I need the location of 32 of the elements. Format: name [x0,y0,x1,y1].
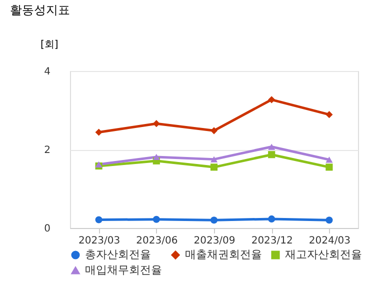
point [152,154,160,160]
point [268,151,276,158]
y-axis-title: [회] [40,40,58,50]
point [152,216,160,223]
point [210,216,218,224]
x-tick-label: 2023/06 [136,236,178,246]
legend-label: 매입채무회전율 [85,264,162,276]
point [326,216,333,224]
point [210,127,218,134]
chart-title: 활동성지표 [10,3,70,17]
x-tick-label: 2023/09 [194,236,236,246]
point [268,96,276,104]
point [210,164,218,171]
legend-label: 재고자산회전율 [285,248,362,261]
y-tick-label: 0 [44,224,50,234]
y-tick-label: 4 [44,66,50,78]
point [95,128,102,136]
point [326,164,333,171]
point [326,111,333,118]
point [95,161,102,168]
legend-label: 매출채권회전율 [185,248,262,261]
point [210,156,218,162]
legend-label: 총자산회전율 [85,248,151,261]
point [268,215,276,222]
x-tick-label: 2023/03 [78,236,120,246]
x-tick-label: 2024/03 [308,236,350,246]
point [95,216,102,224]
point [326,156,333,163]
x-tick-label: 2023/12 [251,236,293,246]
point [152,120,160,128]
point [268,144,276,150]
y-tick-label: 2 [44,145,50,156]
